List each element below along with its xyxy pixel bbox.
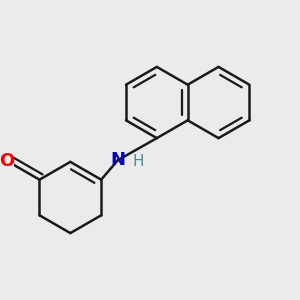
Text: N: N (110, 151, 125, 169)
Text: O: O (0, 152, 15, 170)
Text: H: H (132, 154, 144, 169)
